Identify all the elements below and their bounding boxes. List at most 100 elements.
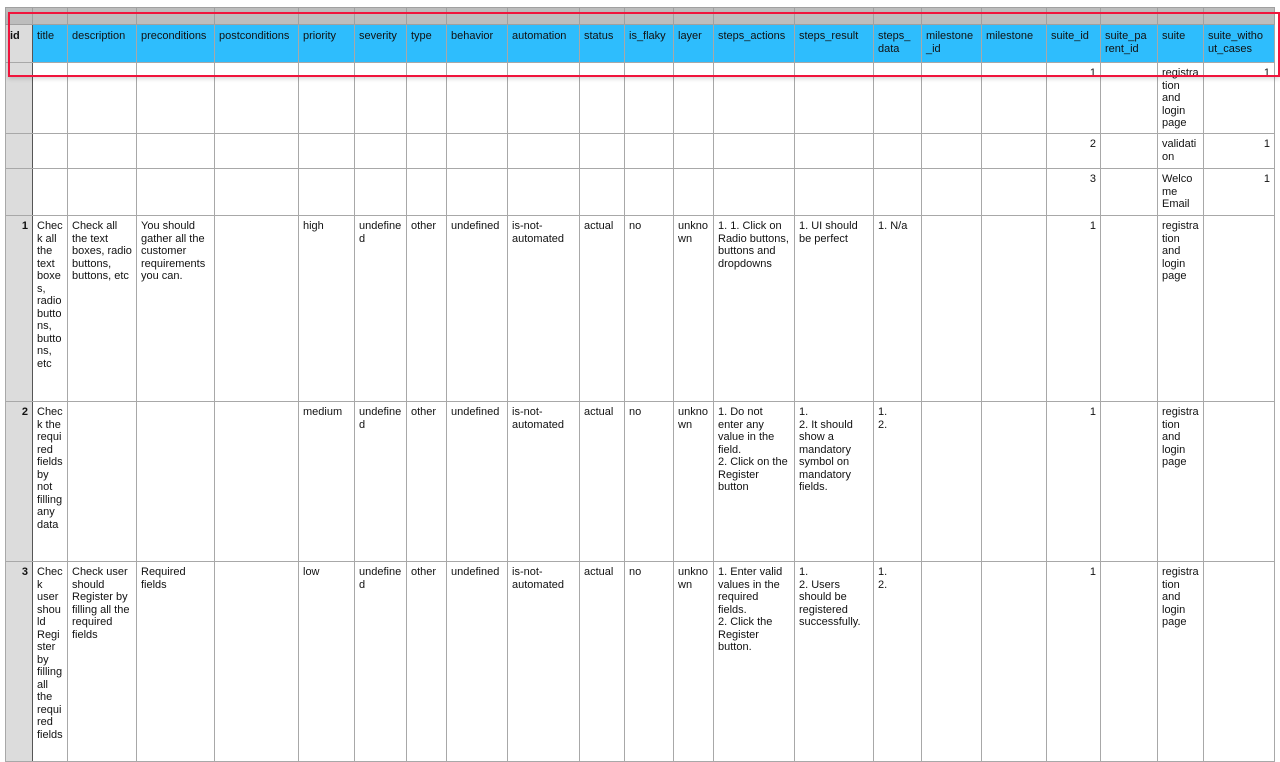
cell-automation[interactable]: is-not-automated xyxy=(507,401,580,562)
cell-steps-result[interactable]: 1. 2. It should show a mandatory symbol … xyxy=(794,401,874,562)
cell-status[interactable]: actual xyxy=(579,401,625,562)
cell-steps-result[interactable] xyxy=(794,62,874,134)
cell-is-flaky[interactable] xyxy=(624,133,674,169)
cell-title[interactable] xyxy=(32,62,68,134)
cell-steps-data[interactable]: 1. N/a xyxy=(873,215,922,402)
header-suite-without-cases[interactable]: suite_witho ut_cases xyxy=(1203,24,1275,63)
cell-priority[interactable] xyxy=(298,62,355,134)
cell-steps-data[interactable] xyxy=(873,133,922,169)
cell-milestone-id[interactable] xyxy=(921,62,982,134)
cell-suite-without-cases[interactable]: 1 xyxy=(1203,133,1275,169)
header-description[interactable]: description xyxy=(67,24,137,63)
cell-id[interactable] xyxy=(5,133,33,169)
cell-status[interactable]: actual xyxy=(579,561,625,762)
cell-layer[interactable] xyxy=(673,62,714,134)
cell-description[interactable] xyxy=(67,62,137,134)
cell-preconditions[interactable] xyxy=(136,401,215,562)
cell-title[interactable]: Check user should Register by filling al… xyxy=(32,561,68,762)
cell-milestone-id[interactable] xyxy=(921,168,982,216)
cell-automation[interactable]: is-not-automated xyxy=(507,561,580,762)
cell-severity[interactable]: undefined xyxy=(354,401,407,562)
cell-severity[interactable] xyxy=(354,168,407,216)
cell-suite-without-cases[interactable]: 1 xyxy=(1203,168,1275,216)
cell-steps-data[interactable]: 1. 2. xyxy=(873,561,922,762)
header-title[interactable]: title xyxy=(32,24,68,63)
cell-postconditions[interactable] xyxy=(214,215,299,402)
column-letter-cell[interactable] xyxy=(921,7,982,25)
cell-id[interactable] xyxy=(5,168,33,216)
cell-preconditions[interactable] xyxy=(136,168,215,216)
cell-suite[interactable]: registration and login page xyxy=(1157,215,1204,402)
cell-automation[interactable] xyxy=(507,62,580,134)
cell-id[interactable]: 2 xyxy=(5,401,33,562)
header-milestone-id[interactable]: milestone _id xyxy=(921,24,982,63)
header-behavior[interactable]: behavior xyxy=(446,24,508,63)
column-letter-cell[interactable] xyxy=(624,7,674,25)
cell-description[interactable]: Check user should Register by filling al… xyxy=(67,561,137,762)
cell-suite-parent-id[interactable] xyxy=(1100,168,1158,216)
cell-steps-result[interactable] xyxy=(794,168,874,216)
cell-is-flaky[interactable] xyxy=(624,168,674,216)
cell-milestone-id[interactable] xyxy=(921,561,982,762)
cell-behavior[interactable] xyxy=(446,62,508,134)
cell-milestone[interactable] xyxy=(981,168,1047,216)
cell-suite-id[interactable]: 1 xyxy=(1046,561,1101,762)
cell-suite-id[interactable]: 1 xyxy=(1046,62,1101,134)
cell-suite-without-cases[interactable] xyxy=(1203,401,1275,562)
cell-milestone[interactable] xyxy=(981,133,1047,169)
cell-steps-data[interactable]: 1. 2. xyxy=(873,401,922,562)
cell-suite-parent-id[interactable] xyxy=(1100,401,1158,562)
cell-suite-parent-id[interactable] xyxy=(1100,133,1158,169)
cell-suite-parent-id[interactable] xyxy=(1100,62,1158,134)
cell-suite-id[interactable]: 3 xyxy=(1046,168,1101,216)
cell-preconditions[interactable]: You should gather all the customer requi… xyxy=(136,215,215,402)
column-letter-cell[interactable] xyxy=(981,7,1047,25)
cell-automation[interactable]: is-not-automated xyxy=(507,215,580,402)
cell-status[interactable] xyxy=(579,168,625,216)
cell-is-flaky[interactable]: no xyxy=(624,401,674,562)
header-suite-parent-id[interactable]: suite_pa rent_id xyxy=(1100,24,1158,63)
column-letter-cell[interactable] xyxy=(873,7,922,25)
cell-steps-data[interactable] xyxy=(873,168,922,216)
cell-milestone[interactable] xyxy=(981,215,1047,402)
cell-layer[interactable]: unknown xyxy=(673,215,714,402)
cell-title[interactable] xyxy=(32,168,68,216)
cell-layer[interactable]: unknown xyxy=(673,561,714,762)
cell-behavior[interactable] xyxy=(446,168,508,216)
cell-preconditions[interactable] xyxy=(136,133,215,169)
cell-type[interactable]: other xyxy=(406,561,447,762)
cell-id[interactable]: 3 xyxy=(5,561,33,762)
column-letter-cell[interactable] xyxy=(1100,7,1158,25)
cell-is-flaky[interactable]: no xyxy=(624,215,674,402)
cell-suite[interactable]: registration and login page xyxy=(1157,561,1204,762)
column-letter-cell[interactable] xyxy=(713,7,795,25)
cell-is-flaky[interactable]: no xyxy=(624,561,674,762)
cell-automation[interactable] xyxy=(507,133,580,169)
cell-suite-parent-id[interactable] xyxy=(1100,215,1158,402)
header-steps-actions[interactable]: steps_actions xyxy=(713,24,795,63)
cell-type[interactable] xyxy=(406,133,447,169)
header-automation[interactable]: automation xyxy=(507,24,580,63)
cell-layer[interactable] xyxy=(673,168,714,216)
column-letter-cell[interactable] xyxy=(214,7,299,25)
header-steps-result[interactable]: steps_result xyxy=(794,24,874,63)
cell-preconditions[interactable]: Required fields xyxy=(136,561,215,762)
cell-postconditions[interactable] xyxy=(214,401,299,562)
cell-description[interactable]: Check all the text boxes, radio buttons,… xyxy=(67,215,137,402)
cell-suite[interactable]: registration and login page xyxy=(1157,401,1204,562)
column-letter-cell[interactable] xyxy=(794,7,874,25)
cell-layer[interactable]: unknown xyxy=(673,401,714,562)
cell-steps-result[interactable]: 1. 2. Users should be registered success… xyxy=(794,561,874,762)
cell-milestone[interactable] xyxy=(981,561,1047,762)
column-letter-cell[interactable] xyxy=(1157,7,1204,25)
cell-priority[interactable]: medium xyxy=(298,401,355,562)
column-letter-cell[interactable] xyxy=(579,7,625,25)
cell-status[interactable]: actual xyxy=(579,215,625,402)
cell-type[interactable] xyxy=(406,168,447,216)
cell-milestone-id[interactable] xyxy=(921,133,982,169)
cell-title[interactable]: Check the required fields by not filling… xyxy=(32,401,68,562)
cell-priority[interactable]: low xyxy=(298,561,355,762)
column-letter-cell[interactable] xyxy=(32,7,68,25)
column-letter-cell[interactable] xyxy=(673,7,714,25)
cell-suite-parent-id[interactable] xyxy=(1100,561,1158,762)
